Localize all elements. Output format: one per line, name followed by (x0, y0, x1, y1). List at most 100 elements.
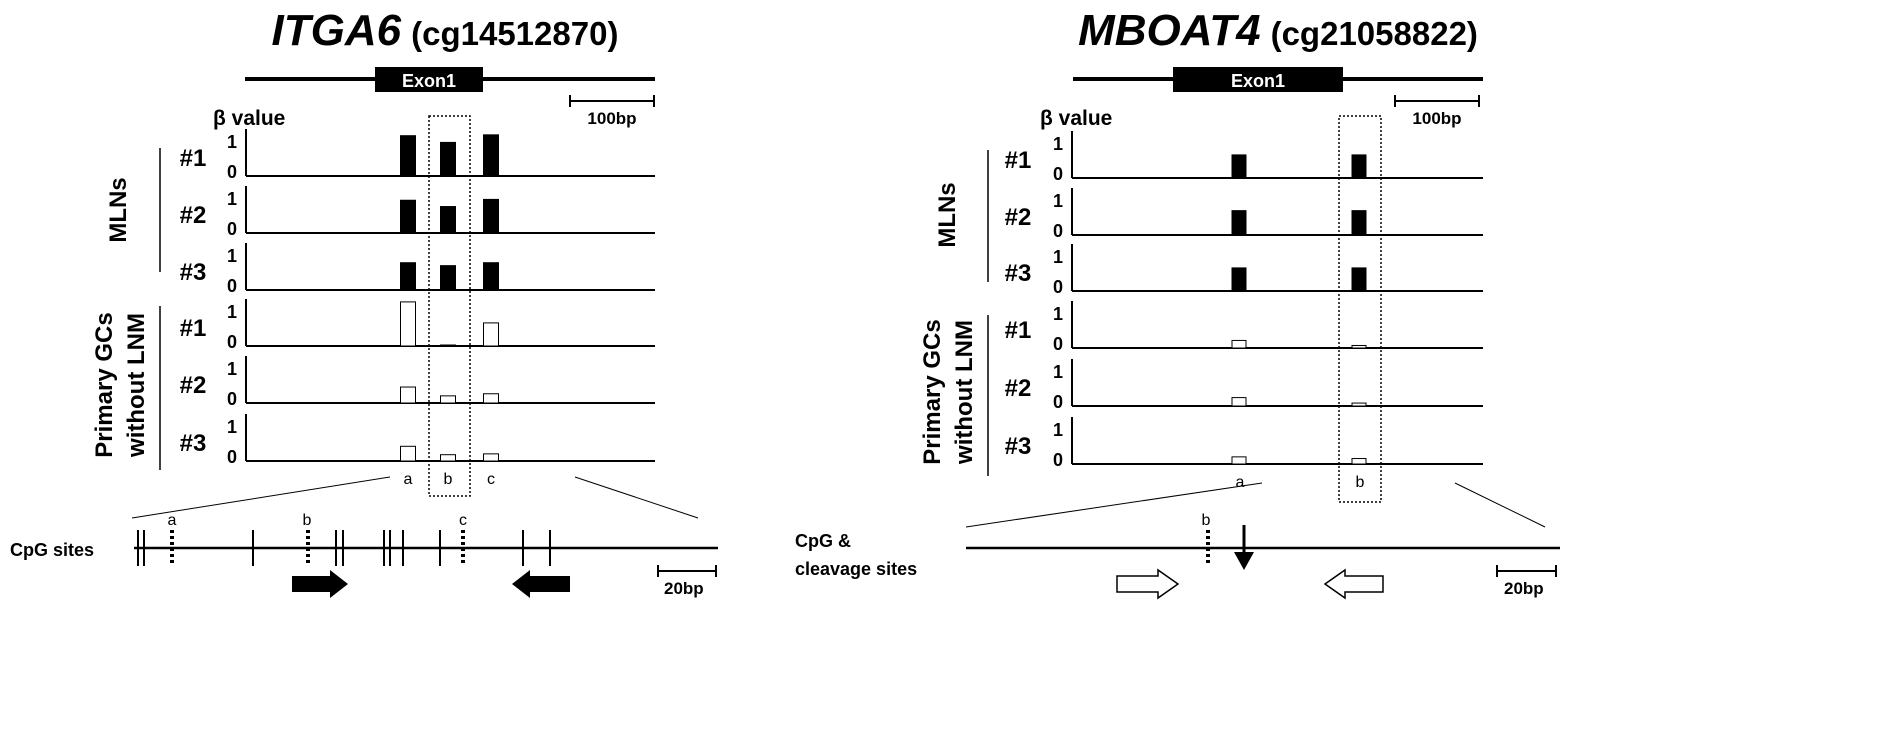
site-letter-c: c (487, 471, 495, 488)
bar-row: #3 1 0 (1005, 417, 1483, 470)
zoom-line-left (965, 482, 1263, 528)
beta-bar (440, 141, 456, 177)
beta-label: β value (213, 107, 285, 130)
tick-label-0: 0 (227, 162, 237, 182)
beta-bar (400, 262, 416, 291)
row-label: #2 (180, 202, 207, 229)
bar-row: #1 1 0 (1005, 301, 1483, 354)
tick-label-1: 1 (1053, 134, 1063, 154)
site-letter-b: b (1356, 474, 1365, 491)
scale-20bp-label: 20bp (1504, 579, 1544, 598)
tick-label-1: 1 (227, 417, 237, 437)
beta-bar (483, 134, 499, 177)
tick-label-1: 1 (227, 359, 237, 379)
cpg-cleavage-label-1: CpG & (795, 531, 851, 551)
beta-bar (440, 454, 456, 462)
scale-20bp-label: 20bp (664, 579, 704, 598)
exon-label: Exon1 (1231, 71, 1285, 91)
row-label: #2 (1005, 204, 1032, 231)
forward-primer-arrow (292, 570, 348, 598)
beta-bar (440, 395, 456, 404)
beta-bar (483, 393, 499, 404)
scale-bar: 100bp (569, 95, 655, 128)
tick-label-0: 0 (227, 447, 237, 467)
exon-box (375, 67, 483, 92)
gene-title: MBOAT4 (cg21058822) (1078, 6, 1478, 55)
tick-label-0: 0 (1053, 164, 1063, 184)
tick-label-0: 0 (1053, 392, 1063, 412)
beta-bar (483, 198, 499, 234)
beta-bar (1231, 339, 1247, 349)
tick-label-0: 0 (227, 332, 237, 352)
tick-label-0: 0 (227, 276, 237, 296)
panel-itga6: ITGA6 (cg14512870) Exon1 100bp β value ML… (10, 6, 718, 598)
beta-bar (1351, 402, 1367, 407)
zoom-line-right (574, 476, 699, 519)
group-label-gcs-2: without LNM (123, 313, 150, 458)
group-label-gcs-1: Primary GCs (919, 319, 946, 464)
row-label: #1 (180, 315, 207, 342)
row-label: #3 (1005, 433, 1032, 460)
beta-bar (1231, 210, 1247, 236)
cleavage-site-arrow (1234, 525, 1254, 570)
probe-site-ticks (170, 530, 465, 566)
tick-label-1: 1 (1053, 420, 1063, 440)
beta-bar (1231, 267, 1247, 292)
beta-bar (440, 206, 456, 234)
row-label: #1 (180, 145, 207, 172)
tick-label-1: 1 (1053, 304, 1063, 324)
site-letter-a: a (1236, 474, 1245, 491)
beta-bar (483, 262, 499, 291)
beta-bar (1351, 267, 1367, 292)
bar-row: #2 1 0 (1005, 188, 1483, 241)
site-letter-a: a (404, 471, 413, 488)
scale-label: 100bp (1412, 109, 1461, 128)
bar-row: #2 1 0 (180, 186, 655, 239)
tick-label-1: 1 (1053, 191, 1063, 211)
bar-row: #1 1 0 (180, 129, 655, 182)
group-label-gcs-2: without LNM (951, 320, 978, 465)
panel-mboat4: MBOAT4 (cg21058822) Exon1 100bp β value M… (795, 6, 1560, 600)
row-label: #3 (180, 259, 207, 286)
row-label: #3 (180, 430, 207, 457)
cpg-cleavage-label-2: cleavage sites (795, 559, 917, 579)
group-label-mlns: MLNs (105, 177, 132, 242)
beta-bar (1351, 210, 1367, 236)
beta-bar (1351, 154, 1367, 179)
tick-label-1: 1 (227, 302, 237, 322)
tick-label-0: 0 (1053, 221, 1063, 241)
cpg-sites-label: CpG sites (10, 540, 94, 560)
tick-label-0: 0 (1053, 277, 1063, 297)
reverse-primer-arrow (1323, 568, 1384, 600)
highlight-box (428, 115, 471, 497)
tick-label-1: 1 (227, 189, 237, 209)
tick-label-0: 0 (227, 389, 237, 409)
cpg-letter-a: a (168, 512, 177, 529)
beta-label: β value (1040, 107, 1112, 130)
bar-row: #3 1 0 (1005, 244, 1483, 297)
beta-bar (440, 344, 456, 347)
reverse-primer-arrow (512, 570, 570, 598)
tick-label-1: 1 (227, 246, 237, 266)
bar-row: #2 1 0 (1005, 359, 1483, 412)
tick-label-1: 1 (1053, 362, 1063, 382)
bar-rows: #1 1 0 #2 1 0 #3 1 0 #1 1 0 #2 1 0 #3 1 0 (180, 129, 655, 467)
highlight-box (1338, 115, 1382, 503)
group-label-mlns: MLNs (934, 182, 961, 247)
beta-bar (1231, 154, 1247, 179)
site-letter-b: b (444, 471, 453, 488)
exon-box (1173, 67, 1343, 92)
tick-label-0: 0 (227, 219, 237, 239)
bar-row: #1 1 0 (180, 299, 655, 352)
row-label: #2 (180, 372, 207, 399)
zoom-line-left (131, 476, 391, 519)
beta-bar (1351, 344, 1367, 349)
zoom-line-right (1454, 482, 1546, 528)
scale-label: 100bp (587, 109, 636, 128)
row-label: #1 (1005, 317, 1032, 344)
tick-label-0: 0 (1053, 450, 1063, 470)
bar-row: #2 1 0 (180, 356, 655, 409)
forward-primer-arrow (1116, 568, 1180, 600)
bar-row: #3 1 0 (180, 414, 655, 467)
